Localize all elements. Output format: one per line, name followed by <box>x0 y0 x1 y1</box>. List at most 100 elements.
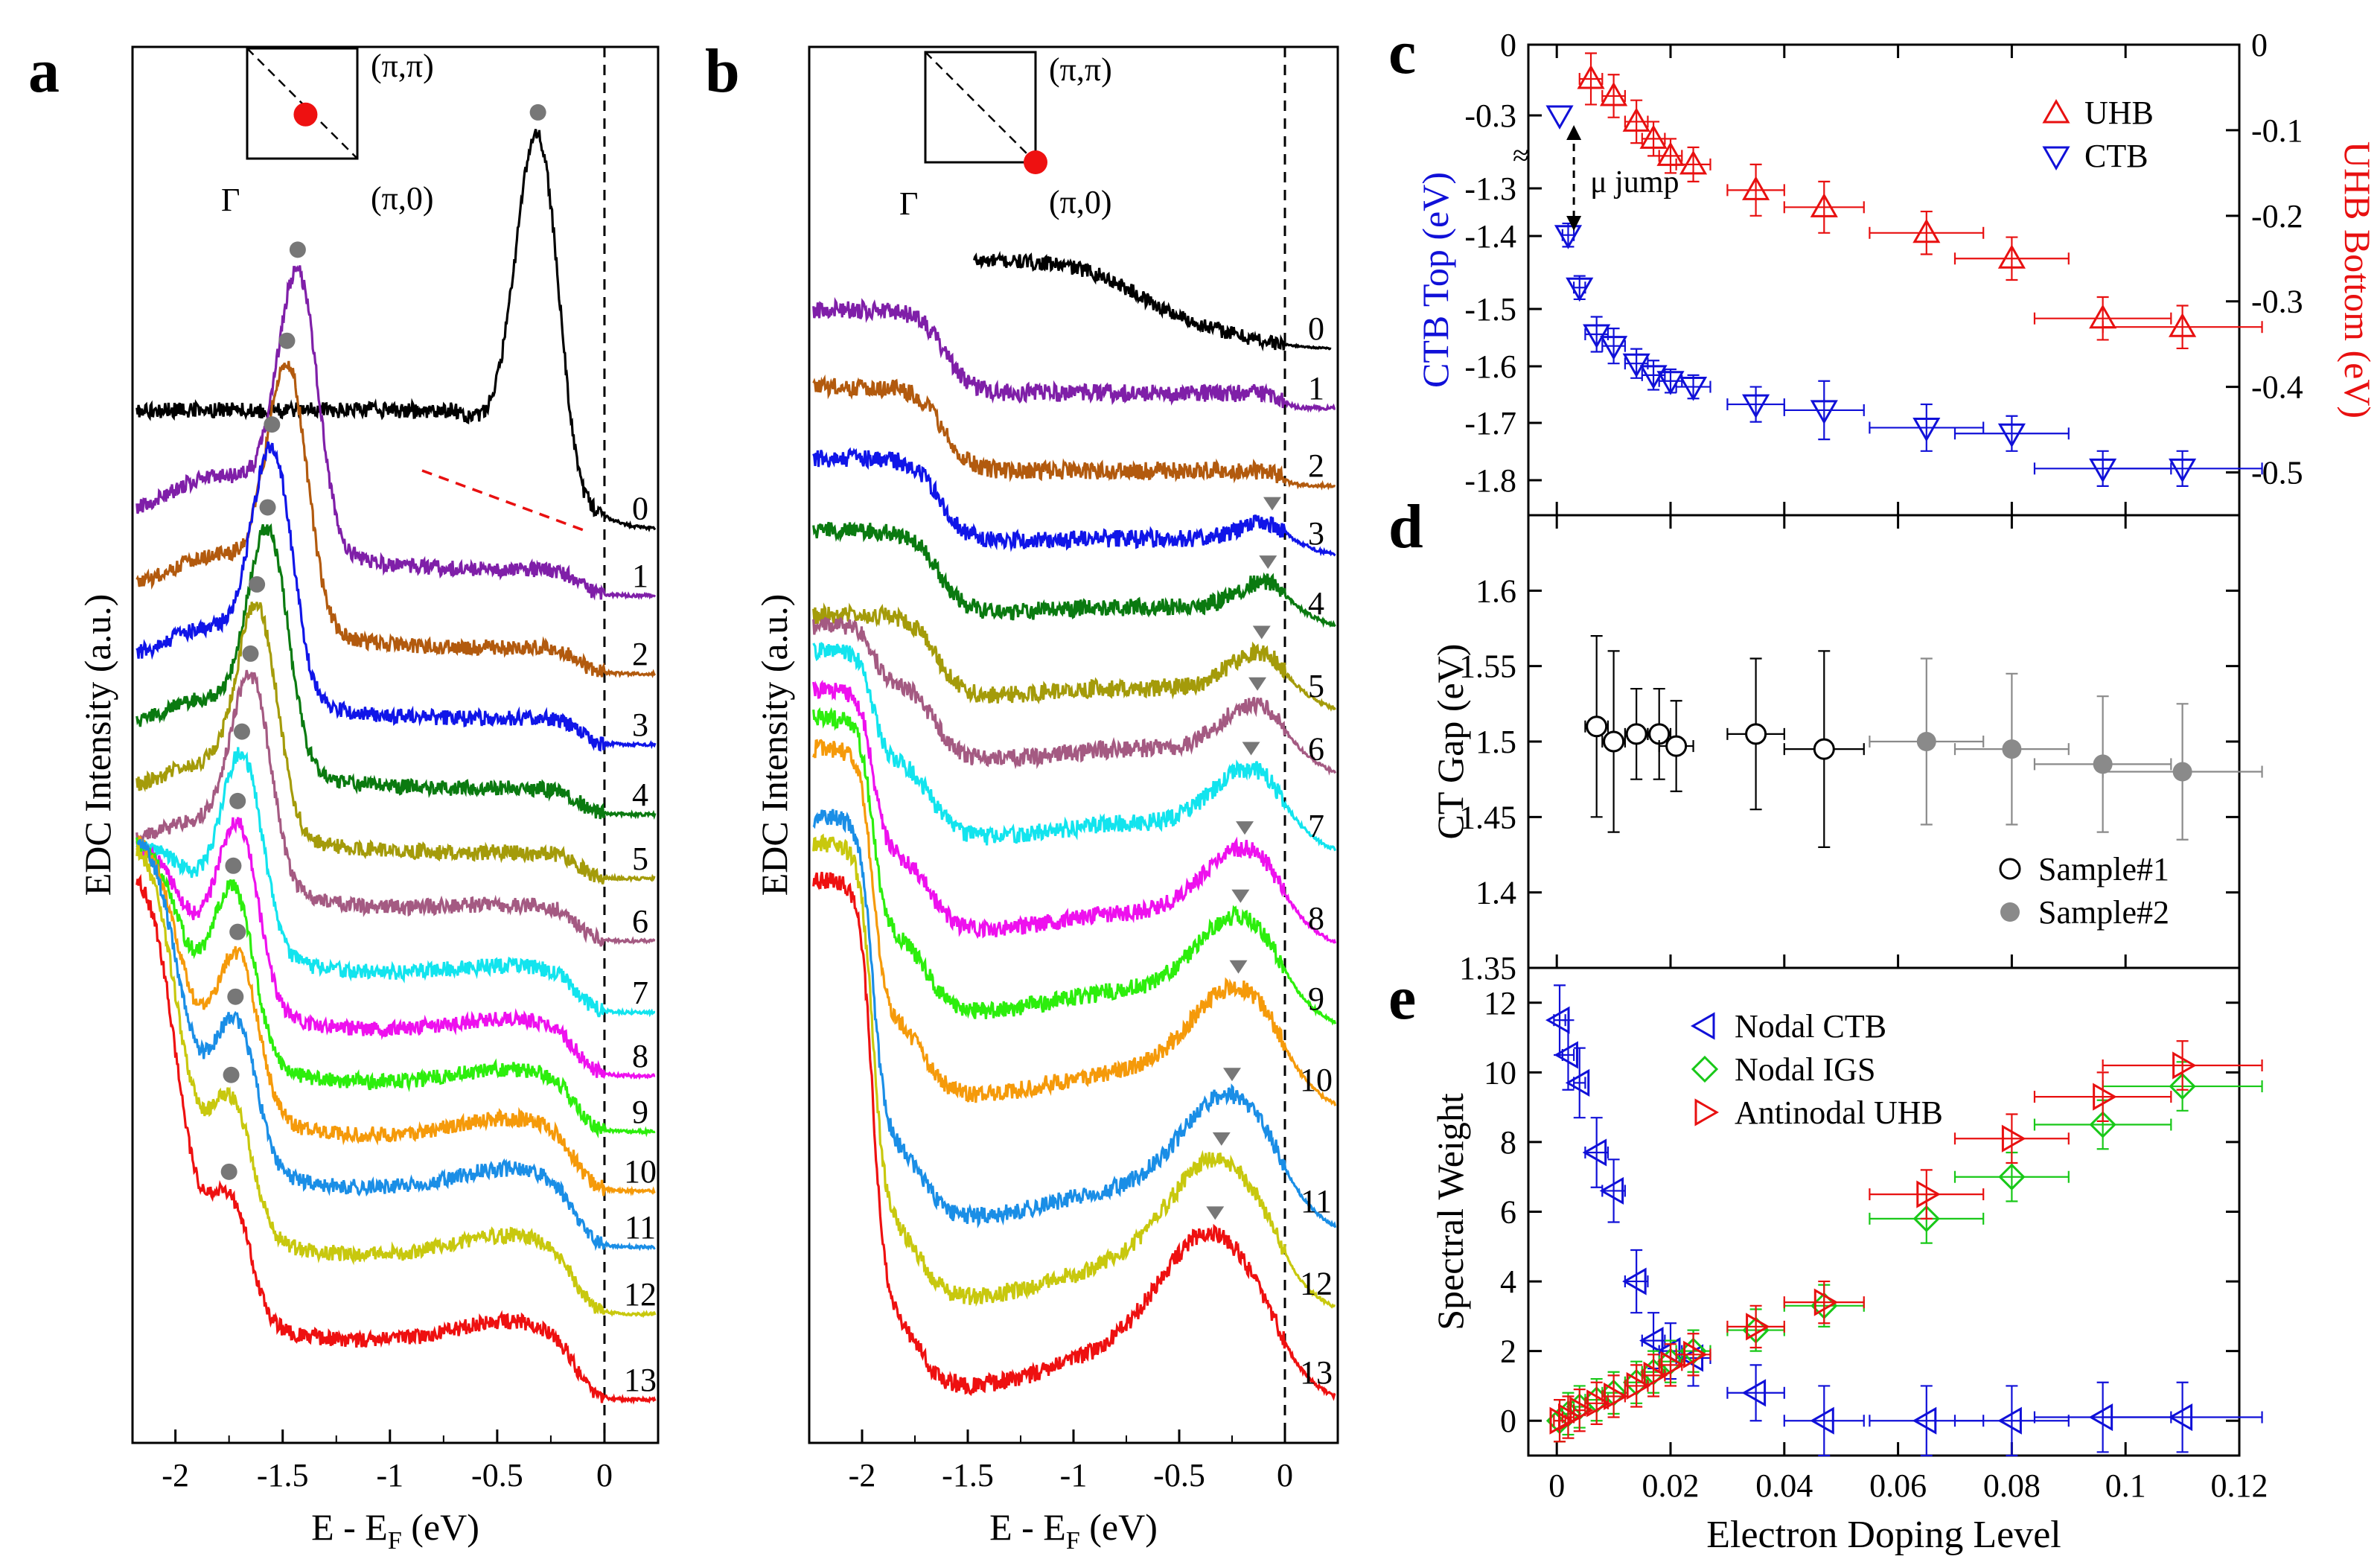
peak-dot <box>227 988 244 1005</box>
peak-dot <box>229 923 246 940</box>
x-tick-label: -0.5 <box>471 1457 523 1494</box>
data-point <box>1742 394 1770 419</box>
x-tick-label: -1 <box>1060 1457 1088 1494</box>
right-tick-label: -0.3 <box>2251 284 2303 320</box>
edc-curve-11 <box>135 838 656 1252</box>
x-axis-label: E - EF (eV) <box>989 1506 1158 1555</box>
left-tick-label: -1.5 <box>1464 291 1516 328</box>
peak-dot <box>225 857 242 874</box>
data-point <box>1549 1406 1575 1435</box>
data-point <box>1622 1267 1647 1295</box>
right-tick-label: -0.1 <box>2251 112 2303 149</box>
curve-label-0: 0 <box>1308 310 1324 347</box>
peak-triangle <box>1263 497 1281 511</box>
x-tick-label: -1.5 <box>257 1457 309 1494</box>
curve-label-1: 1 <box>632 558 648 594</box>
curve-label-9: 9 <box>1308 981 1324 1017</box>
y-tick-label: 10 <box>1484 1054 1516 1091</box>
legend-marker-nodal-igs <box>1691 1055 1719 1083</box>
peak-dot <box>259 499 276 516</box>
legend-marker-sample1 <box>1999 858 2021 880</box>
data-point <box>1916 1180 1941 1208</box>
curve-label-10: 10 <box>1300 1062 1333 1098</box>
edc-curve-10 <box>135 835 656 1196</box>
y-axis-label: CT Gap (eV) <box>1429 644 1471 840</box>
data-point <box>1554 225 1583 249</box>
edc-curve-2 <box>812 374 1336 491</box>
panel-label: c <box>1388 18 1416 87</box>
data-point <box>2169 458 2197 483</box>
x-tick-label: 0.02 <box>1642 1467 1700 1504</box>
x-axis-label-tail: (eV) <box>1080 1506 1158 1548</box>
curve-label-7: 7 <box>632 975 648 1011</box>
edc-curve-12 <box>812 833 1336 1309</box>
curve-label-5: 5 <box>1308 668 1324 704</box>
legend-label-antinodal-uhb: Antinodal UHB <box>1735 1094 1943 1131</box>
data-point <box>1583 324 1611 349</box>
left-tick-label: 0 <box>1500 27 1516 63</box>
panel-a: -2 -1.5 -1 -0.5 0 E - EF (eV) EDC Intensity (a… <box>28 36 660 1555</box>
data-point <box>1566 277 1594 302</box>
edc-curve-7 <box>135 747 656 1018</box>
arrow-head-up <box>1566 125 1582 140</box>
data-point <box>2172 1051 2197 1080</box>
legend-marker-nodal-ctb <box>1690 1012 1715 1040</box>
legend-label-ctb: CTB <box>2084 138 2148 174</box>
curve-label-11: 11 <box>625 1209 656 1246</box>
edc-curve-8 <box>812 679 1337 944</box>
edc-curve-0 <box>135 129 657 532</box>
edc-curve-9 <box>135 837 656 1139</box>
data-point <box>2169 313 2197 337</box>
mu-jump-label: μ jump <box>1590 165 1679 200</box>
momentum-point <box>293 102 318 127</box>
peak-dot <box>242 645 259 662</box>
data-point <box>1643 1361 1668 1389</box>
right-tick-label: -0.4 <box>2251 369 2303 406</box>
data-point <box>1577 64 1605 89</box>
curve-label-1: 1 <box>1308 370 1324 407</box>
x-axis-label-tail: (eV) <box>402 1506 479 1548</box>
panel-label: a <box>28 36 60 106</box>
y-tick-label: 1.45 <box>1459 799 1516 835</box>
data-point <box>1656 141 1685 166</box>
edc-curve-3 <box>135 441 657 752</box>
curve-label-6: 6 <box>1308 730 1324 767</box>
peak-dot <box>278 332 296 349</box>
data-point <box>1600 336 1628 360</box>
left-tick-label: -1.6 <box>1464 348 1516 385</box>
peak-triangle <box>1223 1068 1241 1082</box>
y-tick-label: 12 <box>1484 985 1516 1021</box>
data-point <box>1600 81 1628 106</box>
peak-dot <box>529 103 546 121</box>
curve-label-13: 13 <box>624 1362 657 1398</box>
left-tick-label: -1.4 <box>1464 218 1516 255</box>
y-tick-label: 1.35 <box>1459 950 1516 987</box>
y-tick-label: 1.6 <box>1475 573 1516 609</box>
data-point <box>2089 458 2117 483</box>
curve-label-11: 11 <box>1301 1183 1332 1220</box>
curve-label-9: 9 <box>632 1094 648 1130</box>
x-tick-label: -2 <box>849 1457 876 1494</box>
data-point <box>1746 1313 1770 1341</box>
edc-curve-11 <box>812 809 1337 1229</box>
edc-curve-3 <box>812 447 1336 557</box>
x-axis-label: Electron Doping Level <box>1706 1514 2061 1556</box>
panel-c: 0 -0.3 -1.3 -1.4 -1.5 -1.6 -1.7 -1.8 ≈0 -0.1 -0.2 -… <box>1388 18 2379 517</box>
x-tick-label: 0.06 <box>1869 1467 1927 1504</box>
peak-triangle <box>1242 742 1260 756</box>
data-point <box>1813 1288 1839 1316</box>
curve-label-13: 13 <box>1300 1354 1333 1391</box>
x-axis-label-sub: F <box>1066 1527 1080 1555</box>
edc-curve-1 <box>812 296 1336 413</box>
legend-marker-uhb <box>2042 98 2070 124</box>
data-point <box>1660 1351 1685 1379</box>
curve-label-2: 2 <box>1308 447 1324 484</box>
data-point <box>2093 754 2113 774</box>
data-point <box>2093 1083 2117 1111</box>
curve-label-10: 10 <box>624 1153 657 1190</box>
axis-break-mark: ≈ <box>1513 138 1529 172</box>
momentum-point <box>1024 150 1047 174</box>
data-point <box>1810 1406 1834 1435</box>
edc-curve-6 <box>812 616 1337 776</box>
